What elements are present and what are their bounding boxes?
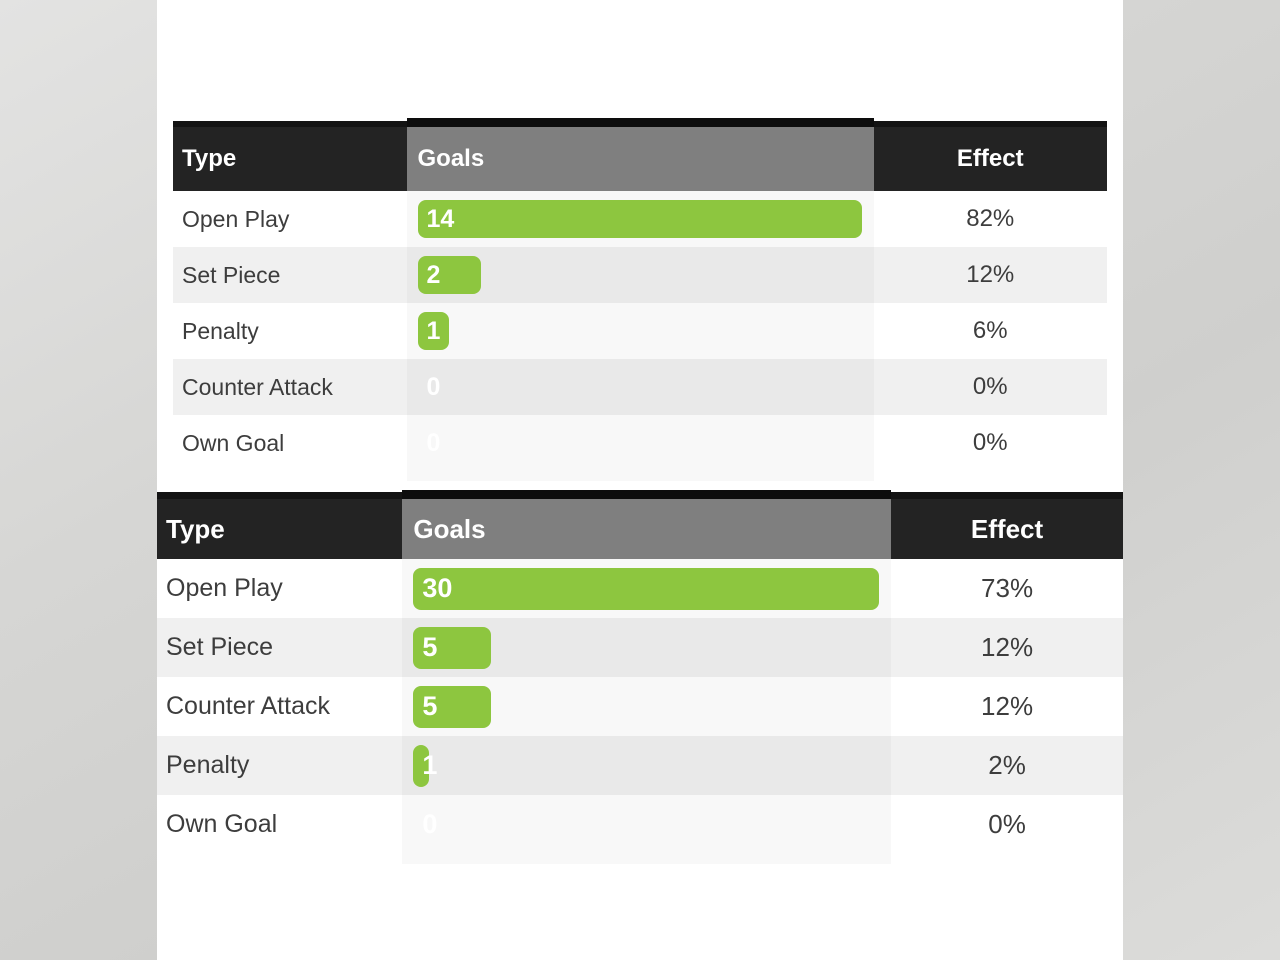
table-row: Set Piece 2 12% [173, 247, 1107, 303]
type-cell: Own Goal [166, 810, 278, 838]
type-cell: Open Play [182, 205, 290, 232]
goals-value: 14 [426, 204, 455, 233]
goals-bar: 5 [413, 685, 491, 728]
goals-value: 0 [426, 428, 441, 457]
goals-cell: 2 [407, 247, 874, 303]
type-cell: Set Piece [166, 633, 274, 661]
table-row: Counter Attack 5 12% [157, 677, 1123, 736]
goals-breakdown-table-2: Type Goals Effect Open Play 30 73% Set P… [157, 490, 1123, 854]
goals-bar: 0 [413, 804, 437, 846]
goals-value: 1 [422, 750, 438, 780]
goals-value: 0 [426, 372, 441, 401]
goals-cell: 0 [407, 359, 874, 415]
type-cell: Counter Attack [166, 692, 330, 720]
goals-cell: 5 [402, 677, 891, 736]
effect-cell: 12% [981, 632, 1034, 662]
goals-bar: 1 [417, 312, 450, 350]
goals-value: 0 [422, 809, 438, 839]
goals-breakdown-table-1: Type Goals Effect Open Play 14 82% Set P… [173, 118, 1107, 471]
table-row: Open Play 14 82% [173, 191, 1107, 247]
goals-cell: 5 [402, 618, 891, 677]
effect-cell: 82% [966, 205, 1015, 232]
goals-bar: 5 [413, 626, 491, 669]
goals-bar: 14 [417, 200, 862, 238]
goals-bar: 1 [413, 744, 437, 787]
table-header-row: Type Goals Effect [157, 490, 1123, 559]
table-row: Penalty 1 2% [157, 736, 1123, 795]
goals-value: 2 [426, 260, 441, 289]
content-panel: Type Goals Effect Open Play 14 82% Set P… [157, 0, 1123, 960]
table-row: Own Goal 0 0% [157, 795, 1123, 854]
goals-value: 1 [426, 316, 441, 345]
goals-bar: 0 [418, 424, 441, 462]
type-cell: Penalty [166, 751, 250, 779]
type-cell: Penalty [182, 317, 259, 344]
goals-cell: 0 [402, 795, 891, 854]
table-row: Set Piece 5 12% [157, 618, 1123, 677]
goals-cell: 30 [402, 559, 891, 618]
column-header-effect[interactable]: Effect [956, 145, 1024, 172]
effect-cell: 0% [972, 429, 1008, 456]
effect-cell: 12% [981, 691, 1034, 721]
column-header-type[interactable]: Type [182, 145, 237, 172]
goals-cell: 1 [402, 736, 891, 795]
goals-value: 5 [422, 632, 438, 662]
goals-bar: 30 [413, 567, 880, 610]
goals-column-extension [402, 854, 891, 864]
goals-bar: 0 [418, 368, 441, 406]
goals-value: 30 [422, 573, 453, 603]
type-cell: Set Piece [182, 261, 281, 288]
table-row: Penalty 1 6% [173, 303, 1107, 359]
effect-cell: 73% [981, 573, 1034, 603]
effect-cell: 0% [972, 373, 1008, 400]
table-header-row: Type Goals Effect [173, 118, 1107, 191]
type-cell: Own Goal [182, 429, 285, 456]
column-header-type[interactable]: Type [166, 513, 225, 544]
table-row: Own Goal 0 0% [173, 415, 1107, 471]
effect-cell: 2% [988, 750, 1026, 780]
column-header-goals[interactable]: Goals [402, 490, 892, 559]
table-row: Counter Attack 0 0% [173, 359, 1107, 415]
goals-cell: 0 [407, 415, 874, 471]
table-body: Open Play 14 82% Set Piece 2 12% Penalty… [173, 191, 1107, 471]
table-body: Open Play 30 73% Set Piece 5 12% Counter… [157, 559, 1123, 854]
effect-cell: 0% [988, 809, 1026, 839]
effect-cell: 12% [966, 261, 1015, 288]
goals-column-extension [407, 471, 874, 481]
column-header-effect[interactable]: Effect [970, 513, 1044, 544]
type-cell: Counter Attack [182, 373, 333, 400]
goals-bar: 2 [417, 256, 481, 294]
column-header-goals[interactable]: Goals [406, 118, 874, 191]
goals-value: 5 [422, 691, 438, 721]
goals-cell: 14 [407, 191, 874, 247]
table-row: Open Play 30 73% [157, 559, 1123, 618]
effect-cell: 6% [972, 317, 1008, 344]
type-cell: Open Play [166, 574, 283, 602]
goals-cell: 1 [407, 303, 874, 359]
